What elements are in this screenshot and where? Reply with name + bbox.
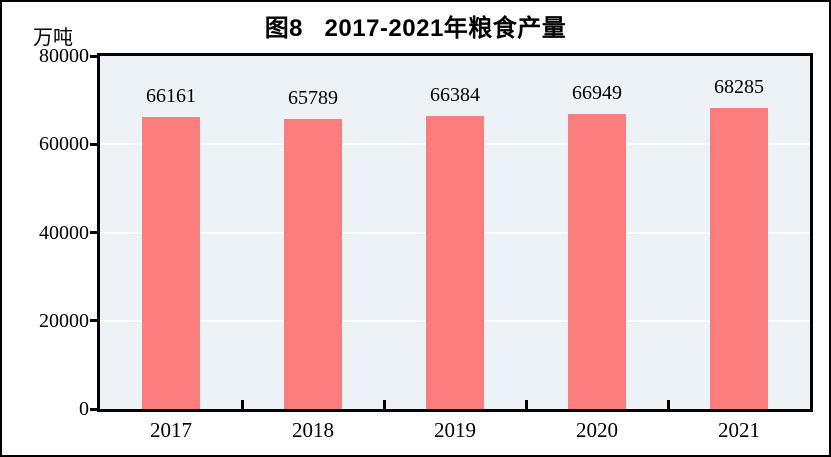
x-category-label-2020: 2020 (576, 418, 618, 442)
x-category-label-2019: 2019 (434, 418, 476, 442)
chart-title: 图8 2017-2021年粮食产量 (264, 15, 567, 42)
x-category-label-2021: 2021 (718, 418, 760, 442)
bar-value-label-2021: 68285 (714, 75, 764, 98)
x-category-label-2017: 2017 (150, 418, 192, 442)
y-tick-mark-80000 (90, 54, 99, 58)
bar-value-label-2017: 66161 (146, 85, 196, 108)
bar-2018 (284, 118, 342, 409)
y-tick-label-0: 0 (79, 398, 89, 420)
bar-value-label-2020: 66949 (572, 81, 622, 104)
y-tick-mark-0 (90, 407, 99, 411)
bar-2017 (142, 117, 200, 409)
bar-value-label-2018: 65789 (288, 86, 338, 109)
x-category-label-2018: 2018 (292, 418, 334, 442)
y-tick-label-20000: 20000 (39, 309, 89, 332)
y-tick-label-80000: 80000 (39, 45, 89, 67)
y-tick-mark-60000 (90, 142, 99, 146)
x-axis-tick-mark (382, 400, 386, 409)
bar-2019 (426, 116, 484, 409)
x-axis-tick-mark (240, 400, 244, 409)
y-axis-unit-label: 万吨 (33, 27, 73, 49)
x-axis-tick-mark (666, 400, 670, 409)
y-tick-label-40000: 40000 (39, 221, 89, 244)
plot-area: 66161 65789 66384 66949 68285 (97, 53, 813, 412)
y-tick-mark-40000 (90, 231, 99, 234)
x-axis-tick-mark (524, 400, 528, 409)
bar-value-label-2019: 66384 (430, 84, 480, 107)
y-tick-mark-20000 (90, 319, 99, 323)
y-tick-label-60000: 60000 (39, 133, 89, 156)
bar-2020 (568, 113, 626, 409)
bar-2021 (710, 107, 768, 409)
